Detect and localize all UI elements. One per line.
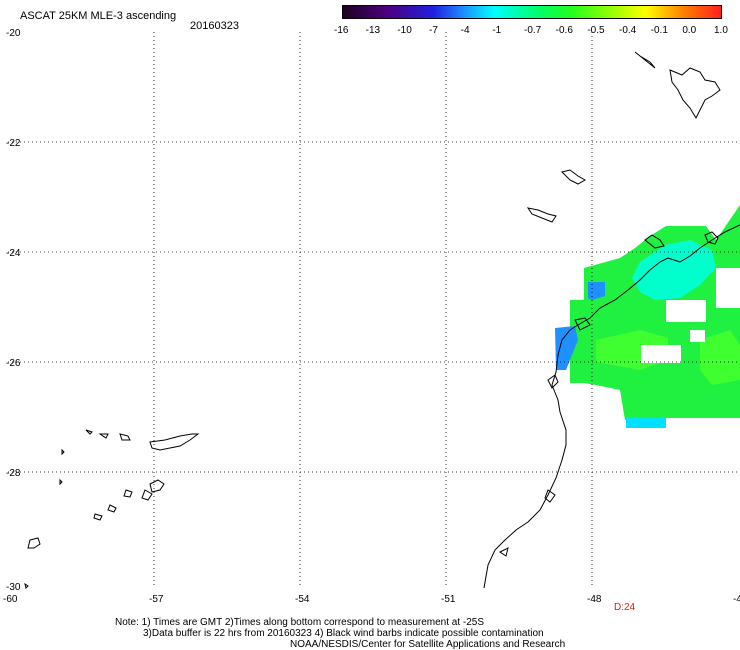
swath-blue — [555, 326, 578, 370]
colorbar-label: -0.4 — [619, 25, 637, 36]
swath-blue-top — [588, 282, 605, 300]
islands — [24, 51, 721, 589]
lat-tick-label: -26 — [6, 358, 21, 369]
time-label: D:24 — [614, 602, 636, 613]
lat-tick-label: -28 — [6, 468, 21, 479]
map-title: ASCAT 25KM MLE-3 ascending — [20, 10, 177, 22]
note-line-1: Note: 1) Times are GMT 2)Times along bot… — [115, 617, 485, 628]
lat-tick-label: -24 — [6, 248, 21, 259]
swath-cyan-bottom — [626, 418, 666, 428]
gap-white-3 — [716, 268, 740, 308]
colorbar-label: -13 — [365, 25, 381, 36]
lon-tick-label: -48 — [587, 594, 602, 605]
colorbar-label: -0.7 — [524, 25, 542, 36]
colorbar-label: -0.5 — [587, 25, 605, 36]
colorbar-label: -4 — [460, 25, 470, 36]
lat-tick-label: -20 — [6, 28, 21, 39]
gap-white-4 — [690, 330, 705, 342]
axis-labels: -60 -57 -54 -51 -48 -45 -20 -22 -24 -26 -28 -30 — [3, 28, 740, 605]
data-swath — [555, 205, 740, 428]
graticule — [8, 32, 740, 588]
colorbar-label: -0.1 — [650, 25, 668, 36]
colorbar-label: 1.0 — [714, 25, 728, 36]
note-line-3: NOAA/NESDIS/Center for Satellite Applica… — [290, 639, 566, 650]
gap-white-1 — [641, 345, 681, 363]
swath-cyan — [632, 240, 716, 300]
swath-lime-b — [700, 330, 740, 385]
colorbar-label: -7 — [429, 25, 438, 36]
lon-tick-label: -57 — [149, 594, 164, 605]
colorbar-label: -1 — [492, 25, 502, 36]
lon-tick-label: -54 — [295, 594, 310, 605]
note-line-2: 3)Data buffer is 22 hrs from 20160323 4)… — [143, 628, 544, 639]
colorbar-label: 0.0 — [682, 25, 697, 36]
map-date: 20160323 — [190, 20, 239, 32]
colorbar-label: -0.6 — [555, 25, 573, 36]
lon-tick-label: -45 — [733, 594, 740, 605]
lat-tick-label: -30 — [6, 582, 21, 593]
coastline — [483, 224, 740, 589]
gap-white-2 — [666, 300, 706, 322]
lat-tick-label: -22 — [6, 138, 21, 149]
colorbar — [342, 5, 722, 19]
lon-tick-label: -60 — [3, 594, 18, 605]
colorbar-label: -10 — [397, 25, 412, 36]
colorbar-label: -16 — [334, 25, 349, 36]
lon-tick-label: -51 — [441, 594, 456, 605]
